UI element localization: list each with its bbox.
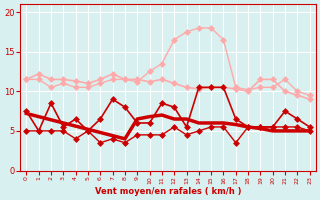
X-axis label: Vent moyen/en rafales ( km/h ): Vent moyen/en rafales ( km/h ) — [95, 187, 241, 196]
